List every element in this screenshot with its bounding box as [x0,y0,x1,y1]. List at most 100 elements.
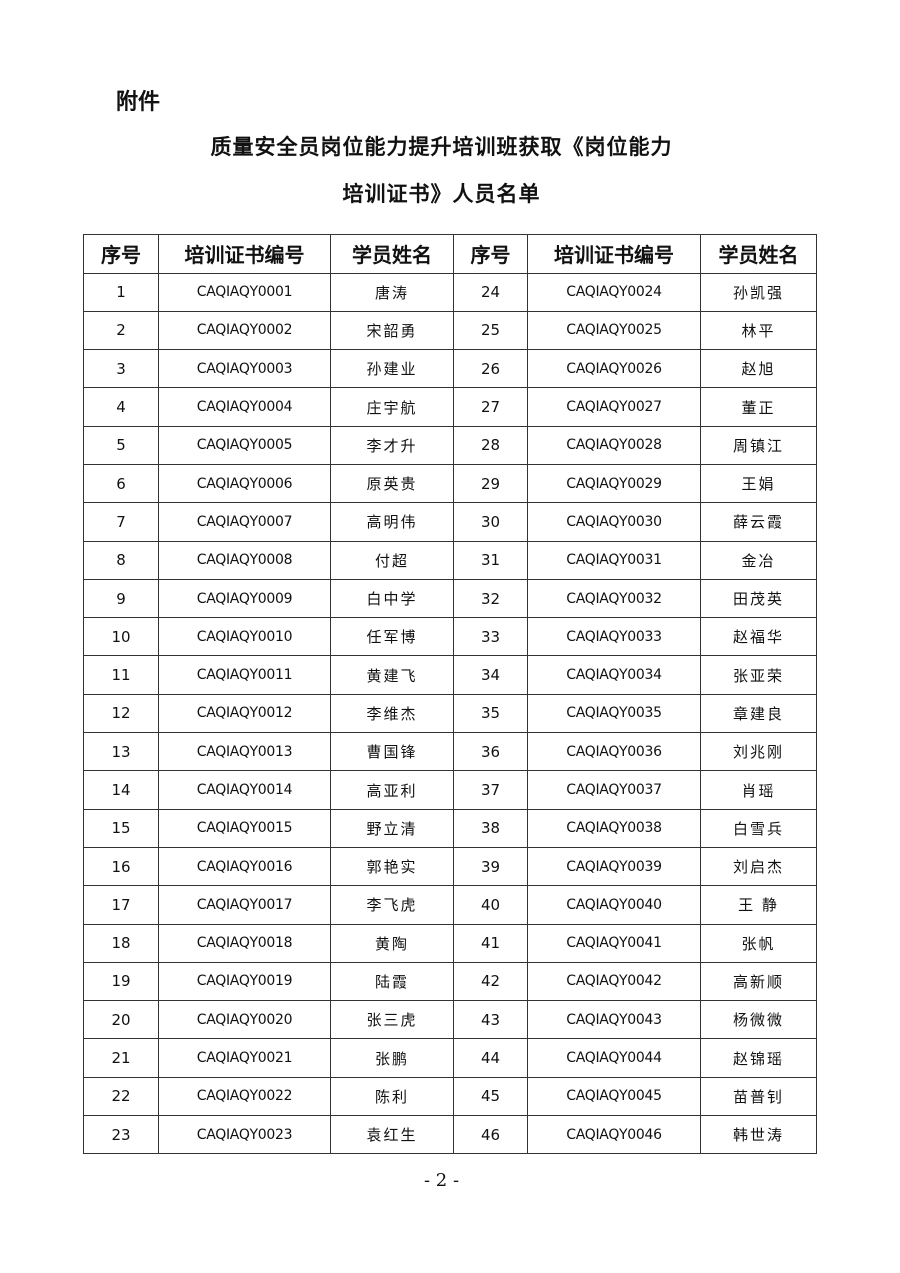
cert-no-cell: CAQIAQY0042 [527,961,701,1002]
name-cell: 王 静 [700,885,817,925]
seq-cell: 19 [83,961,159,1002]
cert-no-cell: CAQIAQY0031 [527,540,701,580]
cert-no-cell: CAQIAQY0013 [158,732,331,772]
seq-cell: 18 [83,923,159,963]
table-row: 11 CAQIAQY0011 黄建飞 34 CAQIAQY0034 张亚荣 [83,655,817,695]
table-row: 12 CAQIAQY0012 李维杰 35 CAQIAQY0035 章建良 [83,693,817,734]
seq-cell: 34 [453,655,528,695]
seq-cell: 6 [83,463,159,504]
seq-cell: 26 [453,349,528,389]
cert-no-cell: CAQIAQY0016 [158,846,331,887]
cert-no-cell: CAQIAQY0040 [527,885,701,925]
seq-cell: 21 [83,1038,159,1078]
seq-cell: 2 [83,310,159,351]
name-cell: 宋韶勇 [330,310,454,351]
table-row: 14 CAQIAQY0014 高亚利 37 CAQIAQY0037 肖瑶 [83,770,817,810]
cert-no-cell: CAQIAQY0028 [527,425,701,465]
name-cell: 田茂英 [700,578,817,619]
seq-cell: 13 [83,732,159,772]
name-cell: 任军博 [330,617,454,657]
cert-no-cell: CAQIAQY0011 [158,655,331,695]
seq-cell: 20 [83,1000,159,1040]
seq-cell: 35 [453,693,528,734]
name-cell: 金冶 [700,540,817,580]
seq-cell: 11 [83,655,159,695]
name-cell: 肖瑶 [700,770,817,810]
seq-cell: 33 [453,617,528,657]
header-name: 学员姓名 [330,234,454,274]
name-cell: 董正 [700,387,817,427]
seq-cell: 40 [453,885,528,925]
header-cert-no: 培训证书编号 [158,234,331,274]
table-row: 5 CAQIAQY0005 李才升 28 CAQIAQY0028 周镇江 [83,425,817,465]
header-name: 学员姓名 [700,234,817,274]
cert-no-cell: CAQIAQY0039 [527,846,701,887]
seq-cell: 39 [453,846,528,887]
name-cell: 原英贵 [330,463,454,504]
cert-no-cell: CAQIAQY0041 [527,923,701,963]
cert-no-cell: CAQIAQY0038 [527,808,701,848]
table-row: 22 CAQIAQY0022 陈利 45 CAQIAQY0045 苗普钊 [83,1076,817,1117]
cert-no-cell: CAQIAQY0046 [527,1115,701,1155]
name-cell: 孙凯强 [700,272,817,312]
seq-cell: 14 [83,770,159,810]
cert-no-cell: CAQIAQY0034 [527,655,701,695]
seq-cell: 44 [453,1038,528,1078]
table-row: 15 CAQIAQY0015 野立清 38 CAQIAQY0038 白雪兵 [83,808,817,848]
name-cell: 付超 [330,540,454,580]
cert-no-cell: CAQIAQY0025 [527,310,701,351]
cert-no-cell: CAQIAQY0043 [527,1000,701,1040]
cert-no-cell: CAQIAQY0032 [527,578,701,619]
table-row: 10 CAQIAQY0010 任军博 33 CAQIAQY0033 赵福华 [83,617,817,657]
cert-no-cell: CAQIAQY0010 [158,617,331,657]
cert-no-cell: CAQIAQY0004 [158,387,331,427]
cert-no-cell: CAQIAQY0022 [158,1076,331,1117]
seq-cell: 46 [453,1115,528,1155]
name-cell: 陈利 [330,1076,454,1117]
cert-no-cell: CAQIAQY0021 [158,1038,331,1078]
seq-cell: 16 [83,846,159,887]
table-row: 23 CAQIAQY0023 袁红生 46 CAQIAQY0046 韩世涛 [83,1115,817,1155]
name-cell: 庄宇航 [330,387,454,427]
seq-cell: 15 [83,808,159,848]
name-cell: 李才升 [330,425,454,465]
table-row: 20 CAQIAQY0020 张三虎 43 CAQIAQY0043 杨微微 [83,1000,817,1040]
cert-no-cell: CAQIAQY0035 [527,693,701,734]
page-number: - 2 - [423,1170,460,1191]
name-cell: 赵锦瑶 [700,1038,817,1078]
seq-cell: 27 [453,387,528,427]
cert-no-cell: CAQIAQY0006 [158,463,331,504]
table-row: 4 CAQIAQY0004 庄宇航 27 CAQIAQY0027 董正 [83,387,817,427]
name-cell: 黄建飞 [330,655,454,695]
table-row: 3 CAQIAQY0003 孙建业 26 CAQIAQY0026 赵旭 [83,349,817,389]
name-cell: 杨微微 [700,1000,817,1040]
table-row: 18 CAQIAQY0018 黄陶 41 CAQIAQY0041 张帆 [83,923,817,963]
table-row: 8 CAQIAQY0008 付超 31 CAQIAQY0031 金冶 [83,540,817,580]
header-cert-no: 培训证书编号 [527,234,701,274]
name-cell: 白中学 [330,578,454,619]
seq-cell: 5 [83,425,159,465]
seq-cell: 9 [83,578,159,619]
name-cell: 曹国锋 [330,732,454,772]
table-header-row: 序号 培训证书编号 学员姓名 序号 培训证书编号 学员姓名 [83,234,817,274]
name-cell: 章建良 [700,693,817,734]
name-cell: 刘启杰 [700,846,817,887]
name-cell: 唐涛 [330,272,454,312]
seq-cell: 43 [453,1000,528,1040]
name-cell: 野立清 [330,808,454,848]
name-cell: 张帆 [700,923,817,963]
seq-cell: 23 [83,1115,159,1155]
seq-cell: 7 [83,502,159,542]
seq-cell: 37 [453,770,528,810]
seq-cell: 31 [453,540,528,580]
cert-no-cell: CAQIAQY0003 [158,349,331,389]
seq-cell: 3 [83,349,159,389]
name-cell: 林平 [700,310,817,351]
cert-no-cell: CAQIAQY0026 [527,349,701,389]
table-row: 1 CAQIAQY0001 唐涛 24 CAQIAQY0024 孙凯强 [83,272,817,312]
seq-cell: 12 [83,693,159,734]
seq-cell: 28 [453,425,528,465]
name-cell: 张亚荣 [700,655,817,695]
name-cell: 袁红生 [330,1115,454,1155]
table-row: 7 CAQIAQY0007 高明伟 30 CAQIAQY0030 薛云霞 [83,502,817,542]
